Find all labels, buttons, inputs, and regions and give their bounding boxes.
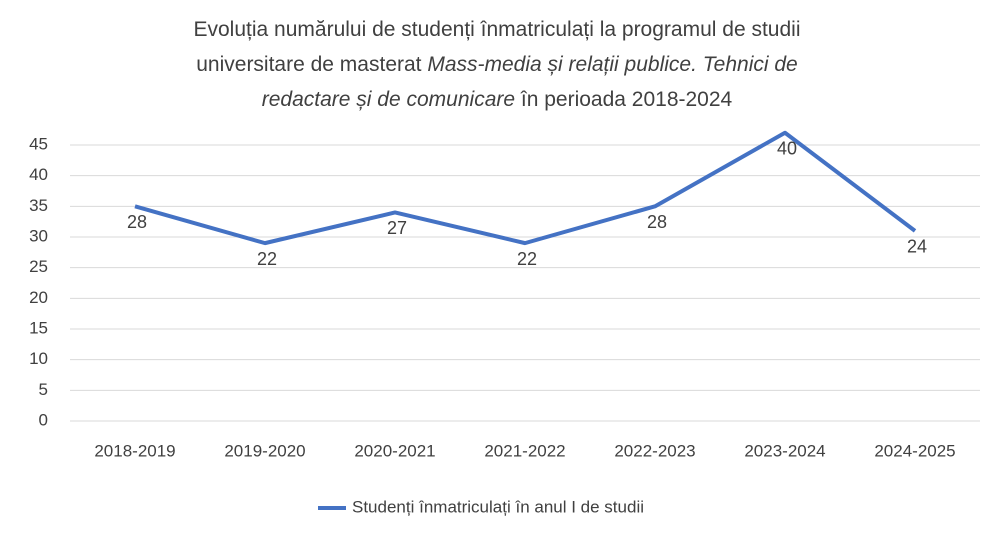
title-segment: redactare și de comunicare bbox=[262, 88, 515, 111]
annotation: 28 bbox=[647, 212, 667, 232]
x-tick-label: 2022-2023 bbox=[614, 441, 695, 460]
x-tick-label: 2021-2022 bbox=[484, 441, 565, 460]
x-tick-label: 2018-2019 bbox=[94, 441, 175, 460]
y-tick-label: 30 bbox=[29, 226, 48, 245]
annotation: 27 bbox=[387, 218, 407, 238]
x-tick-label: 2024-2025 bbox=[874, 441, 955, 460]
legend-label: Studenți înmatriculați în anul I de stud… bbox=[352, 497, 644, 516]
line-series bbox=[134, 130, 917, 246]
title-line: redactare și de comunicare în perioada 2… bbox=[262, 88, 733, 111]
annotation: 24 bbox=[907, 237, 927, 257]
annotation: 22 bbox=[257, 249, 277, 269]
y-tick-label: 5 bbox=[39, 380, 48, 399]
chart-title: Evoluția numărului de studenți înmatricu… bbox=[194, 18, 801, 111]
y-tick-label: 45 bbox=[29, 134, 48, 153]
title-segment: Mass-media și relații publice. Tehnici d… bbox=[427, 53, 797, 76]
title-line: Evoluția numărului de studenți înmatricu… bbox=[194, 18, 801, 41]
annotation: 28 bbox=[127, 212, 147, 232]
y-tick-label: 10 bbox=[29, 349, 48, 368]
title-segment: universitare de masterat bbox=[196, 53, 427, 76]
y-tick-label: 20 bbox=[29, 288, 48, 307]
y-tick-label: 0 bbox=[39, 410, 48, 429]
annotation: 22 bbox=[517, 249, 537, 269]
title-line: universitare de masterat Mass-media și r… bbox=[196, 53, 798, 76]
x-tick-label: 2023-2024 bbox=[744, 441, 825, 460]
y-tick-label: 25 bbox=[29, 257, 48, 276]
annotation: 40 bbox=[777, 138, 797, 158]
y-tick-label: 35 bbox=[29, 196, 48, 215]
x-tick-label: 2019-2020 bbox=[224, 441, 305, 460]
title-segment: Evoluția numărului de studenți înmatricu… bbox=[194, 18, 801, 41]
y-tick-label: 15 bbox=[29, 318, 48, 337]
x-tick-label: 2020-2021 bbox=[354, 441, 435, 460]
title-segment: în perioada 2018-2024 bbox=[515, 88, 732, 111]
y-tick-label: 40 bbox=[29, 165, 48, 184]
